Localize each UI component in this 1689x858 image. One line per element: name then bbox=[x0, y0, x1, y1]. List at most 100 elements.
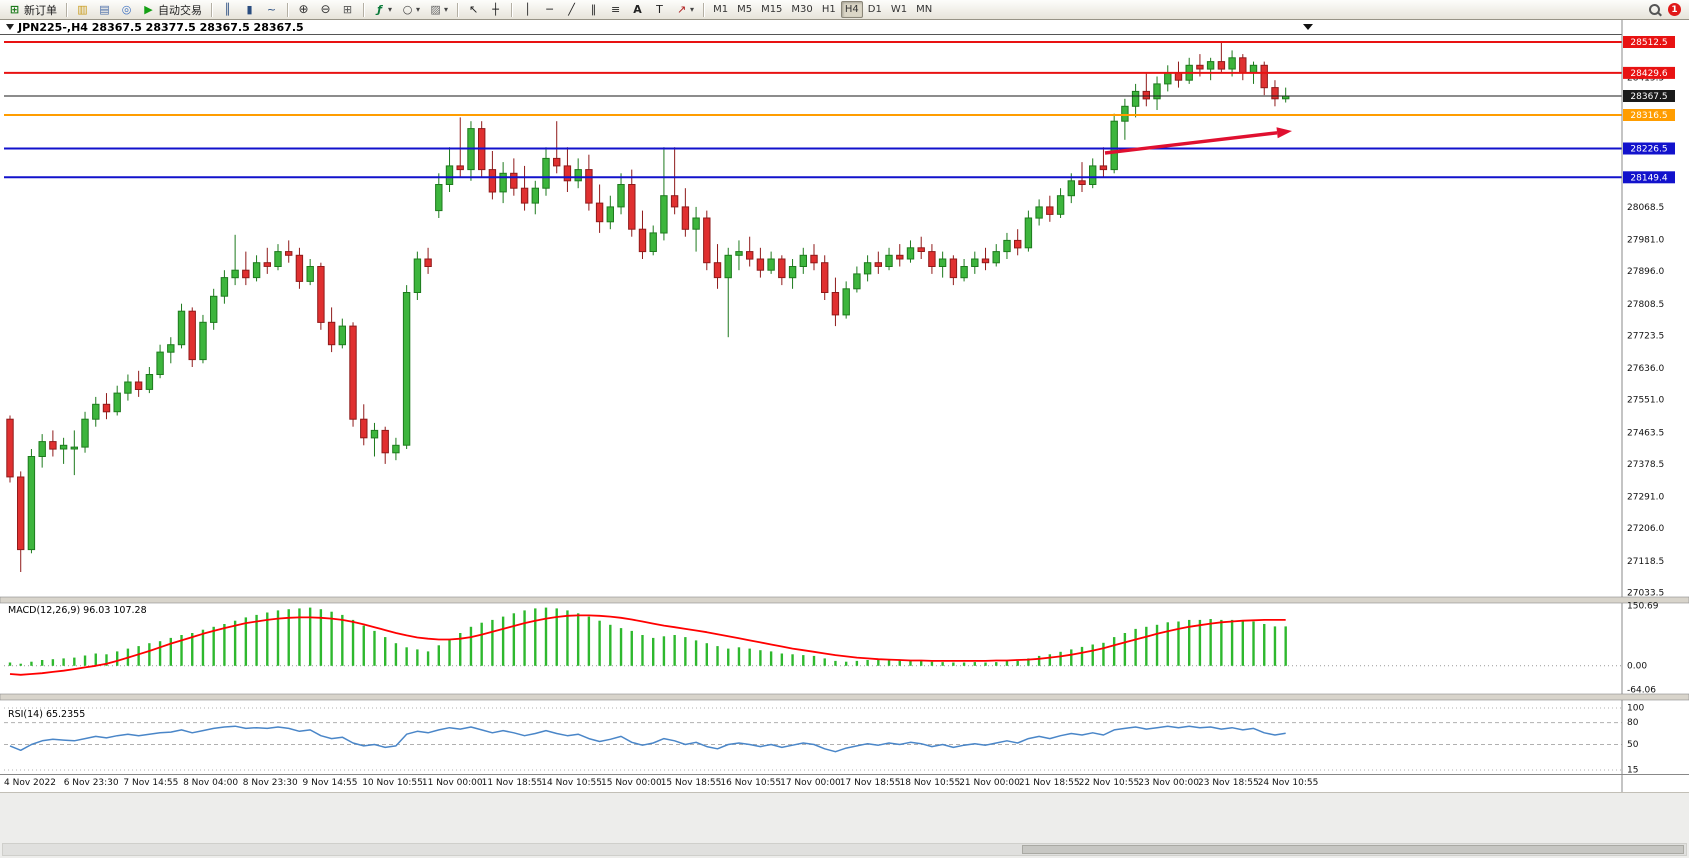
templates-icon: ▨ bbox=[430, 3, 441, 16]
tile-windows-button[interactable]: ⊞ bbox=[337, 1, 358, 18]
macd-axis-label: 150.69 bbox=[1627, 602, 1659, 612]
svg-text:15 Nov 18:55: 15 Nov 18:55 bbox=[661, 778, 722, 788]
svg-text:11 Nov 18:55: 11 Nov 18:55 bbox=[482, 778, 543, 788]
text-button[interactable]: A bbox=[627, 1, 648, 18]
periods-button[interactable]: ○ ▾ bbox=[397, 1, 424, 18]
market-watch-button[interactable]: ▥ bbox=[72, 1, 93, 18]
svg-text:14 Nov 10:55: 14 Nov 10:55 bbox=[541, 778, 602, 788]
horizontal-line-button[interactable]: ─ bbox=[539, 1, 560, 18]
search-icon[interactable] bbox=[1648, 3, 1662, 17]
timeframe-m1-button[interactable]: M1 bbox=[709, 1, 732, 18]
panel-separator[interactable] bbox=[0, 693, 1689, 701]
trendline-button[interactable]: ╱ bbox=[561, 1, 582, 18]
toolbar-separator bbox=[511, 2, 513, 17]
crosshair-button[interactable]: ┼ bbox=[485, 1, 506, 18]
toolbar-separator bbox=[457, 2, 459, 17]
chart-window: 28415.528068.527981.027896.027808.527723… bbox=[0, 20, 1689, 792]
candlestick-chart-button[interactable]: ▮ bbox=[239, 1, 260, 18]
rsi-axis-label: 100 bbox=[1627, 704, 1644, 714]
svg-text:21 Nov 18:55: 21 Nov 18:55 bbox=[1019, 778, 1080, 788]
price-chart: 28415.528068.527981.027896.027808.527723… bbox=[0, 20, 1689, 792]
fibonacci-button[interactable]: ≡ bbox=[605, 1, 626, 18]
price-axis-background bbox=[1622, 20, 1689, 792]
macd-title: MACD(12,26,9) 96.03 107.28 bbox=[8, 605, 147, 616]
navigator-button[interactable]: ◎ bbox=[116, 1, 137, 18]
tile-windows-icon: ⊞ bbox=[342, 3, 353, 16]
svg-text:28226.5: 28226.5 bbox=[1630, 145, 1667, 155]
timeframe-m5-button[interactable]: M5 bbox=[733, 1, 756, 18]
notification-badge[interactable]: 1 bbox=[1668, 3, 1681, 16]
svg-text:24 Nov 10:55: 24 Nov 10:55 bbox=[1258, 778, 1319, 788]
svg-text:27896.0: 27896.0 bbox=[1627, 267, 1664, 277]
svg-text:27808.5: 27808.5 bbox=[1627, 300, 1664, 310]
svg-text:17 Nov 18:55: 17 Nov 18:55 bbox=[840, 778, 901, 788]
bar-chart-button[interactable]: ║ bbox=[217, 1, 238, 18]
vertical-line-button[interactable]: │ bbox=[517, 1, 538, 18]
auto-trading-button[interactable]: ▶ 自动交易 bbox=[138, 1, 206, 18]
svg-text:8 Nov 04:00: 8 Nov 04:00 bbox=[183, 778, 238, 788]
macd-signal-line bbox=[9, 614, 1286, 676]
svg-text:18 Nov 10:55: 18 Nov 10:55 bbox=[900, 778, 961, 788]
data-window-icon: ▤ bbox=[99, 3, 110, 16]
zoom-in-button[interactable]: ⊕ bbox=[293, 1, 314, 18]
chart-shift-marker-icon[interactable] bbox=[1303, 24, 1313, 30]
svg-text:27981.0: 27981.0 bbox=[1627, 236, 1664, 246]
text-label-icon: T bbox=[656, 3, 663, 16]
text-label-button[interactable]: T bbox=[649, 1, 670, 18]
rsi-axis-label: 15 bbox=[1627, 766, 1638, 776]
svg-text:21 Nov 00:00: 21 Nov 00:00 bbox=[959, 778, 1020, 788]
svg-text:27206.0: 27206.0 bbox=[1627, 524, 1664, 534]
svg-text:28316.5: 28316.5 bbox=[1630, 111, 1667, 121]
data-window-button[interactable]: ▤ bbox=[94, 1, 115, 18]
svg-text:15 Nov 00:00: 15 Nov 00:00 bbox=[601, 778, 662, 788]
horizontal-scrollbar[interactable] bbox=[2, 843, 1687, 856]
indicators-icon: ƒ bbox=[377, 3, 382, 16]
timeframe-h4-button[interactable]: H4 bbox=[840, 1, 863, 18]
timeframe-w1-button[interactable]: W1 bbox=[887, 1, 911, 18]
toolbar-separator bbox=[287, 2, 288, 17]
crosshair-icon: ┼ bbox=[492, 3, 499, 16]
templates-button[interactable]: ▨ ▾ bbox=[425, 1, 452, 18]
cursor-button[interactable]: ↖ bbox=[463, 1, 484, 18]
svg-text:11 Nov 00:00: 11 Nov 00:00 bbox=[422, 778, 483, 788]
time-axis-labels: 4 Nov 2022 6 Nov 23:30 7 Nov 14:55 8 Nov 04… bbox=[4, 778, 1318, 788]
svg-text:27636.0: 27636.0 bbox=[1627, 364, 1664, 374]
timeframe-m15-button[interactable]: M15 bbox=[757, 1, 786, 18]
channel-button[interactable]: ∥ bbox=[583, 1, 604, 18]
navigator-icon: ◎ bbox=[121, 3, 132, 16]
trend-arrow[interactable] bbox=[1104, 127, 1292, 155]
indicators-button[interactable]: ƒ ▾ bbox=[369, 1, 396, 18]
dropdown-arrow-icon: ▾ bbox=[388, 5, 393, 14]
svg-text:9 Nov 14:55: 9 Nov 14:55 bbox=[303, 778, 358, 788]
symbol-marker-icon[interactable] bbox=[6, 24, 14, 30]
bar-chart-icon: ║ bbox=[224, 3, 231, 16]
timeframe-d1-button[interactable]: D1 bbox=[864, 1, 886, 18]
timeframe-m30-button[interactable]: M30 bbox=[787, 1, 816, 18]
svg-text:27463.5: 27463.5 bbox=[1627, 428, 1664, 438]
zoom-out-icon: ⊖ bbox=[320, 2, 331, 16]
macd-axis-label: -64.06 bbox=[1627, 686, 1656, 696]
channel-icon: ∥ bbox=[590, 3, 597, 16]
timeframe-mn-button[interactable]: MN bbox=[912, 1, 936, 18]
arrow-tools-button[interactable]: ↗ ▾ bbox=[671, 1, 698, 18]
auto-trading-label: 自动交易 bbox=[158, 3, 202, 17]
toolbar-right-group: 1 bbox=[1648, 3, 1685, 17]
scrollbar-thumb[interactable] bbox=[1022, 845, 1684, 854]
svg-text:17 Nov 00:00: 17 Nov 00:00 bbox=[780, 778, 841, 788]
horizontal-price-lines[interactable] bbox=[4, 41, 1622, 179]
rsi-axis-label: 50 bbox=[1627, 740, 1639, 750]
timeframe-h1-button[interactable]: H1 bbox=[818, 1, 840, 18]
panel-separator[interactable] bbox=[0, 596, 1689, 604]
new-order-button[interactable]: ⊞ 新订单 bbox=[4, 1, 61, 18]
zoom-out-button[interactable]: ⊖ bbox=[315, 1, 336, 18]
auto-trading-icon: ▶ bbox=[144, 3, 153, 16]
svg-text:23 Nov 18:55: 23 Nov 18:55 bbox=[1198, 778, 1259, 788]
vertical-line-icon: │ bbox=[524, 3, 531, 16]
svg-text:27118.5: 27118.5 bbox=[1627, 557, 1664, 567]
toolbar-separator bbox=[66, 2, 67, 17]
svg-text:28068.5: 28068.5 bbox=[1627, 203, 1664, 213]
toolbar-separator bbox=[703, 2, 705, 17]
line-chart-button[interactable]: ~ bbox=[261, 1, 282, 18]
svg-text:27378.5: 27378.5 bbox=[1627, 460, 1664, 470]
svg-text:22 Nov 10:55: 22 Nov 10:55 bbox=[1079, 778, 1140, 788]
